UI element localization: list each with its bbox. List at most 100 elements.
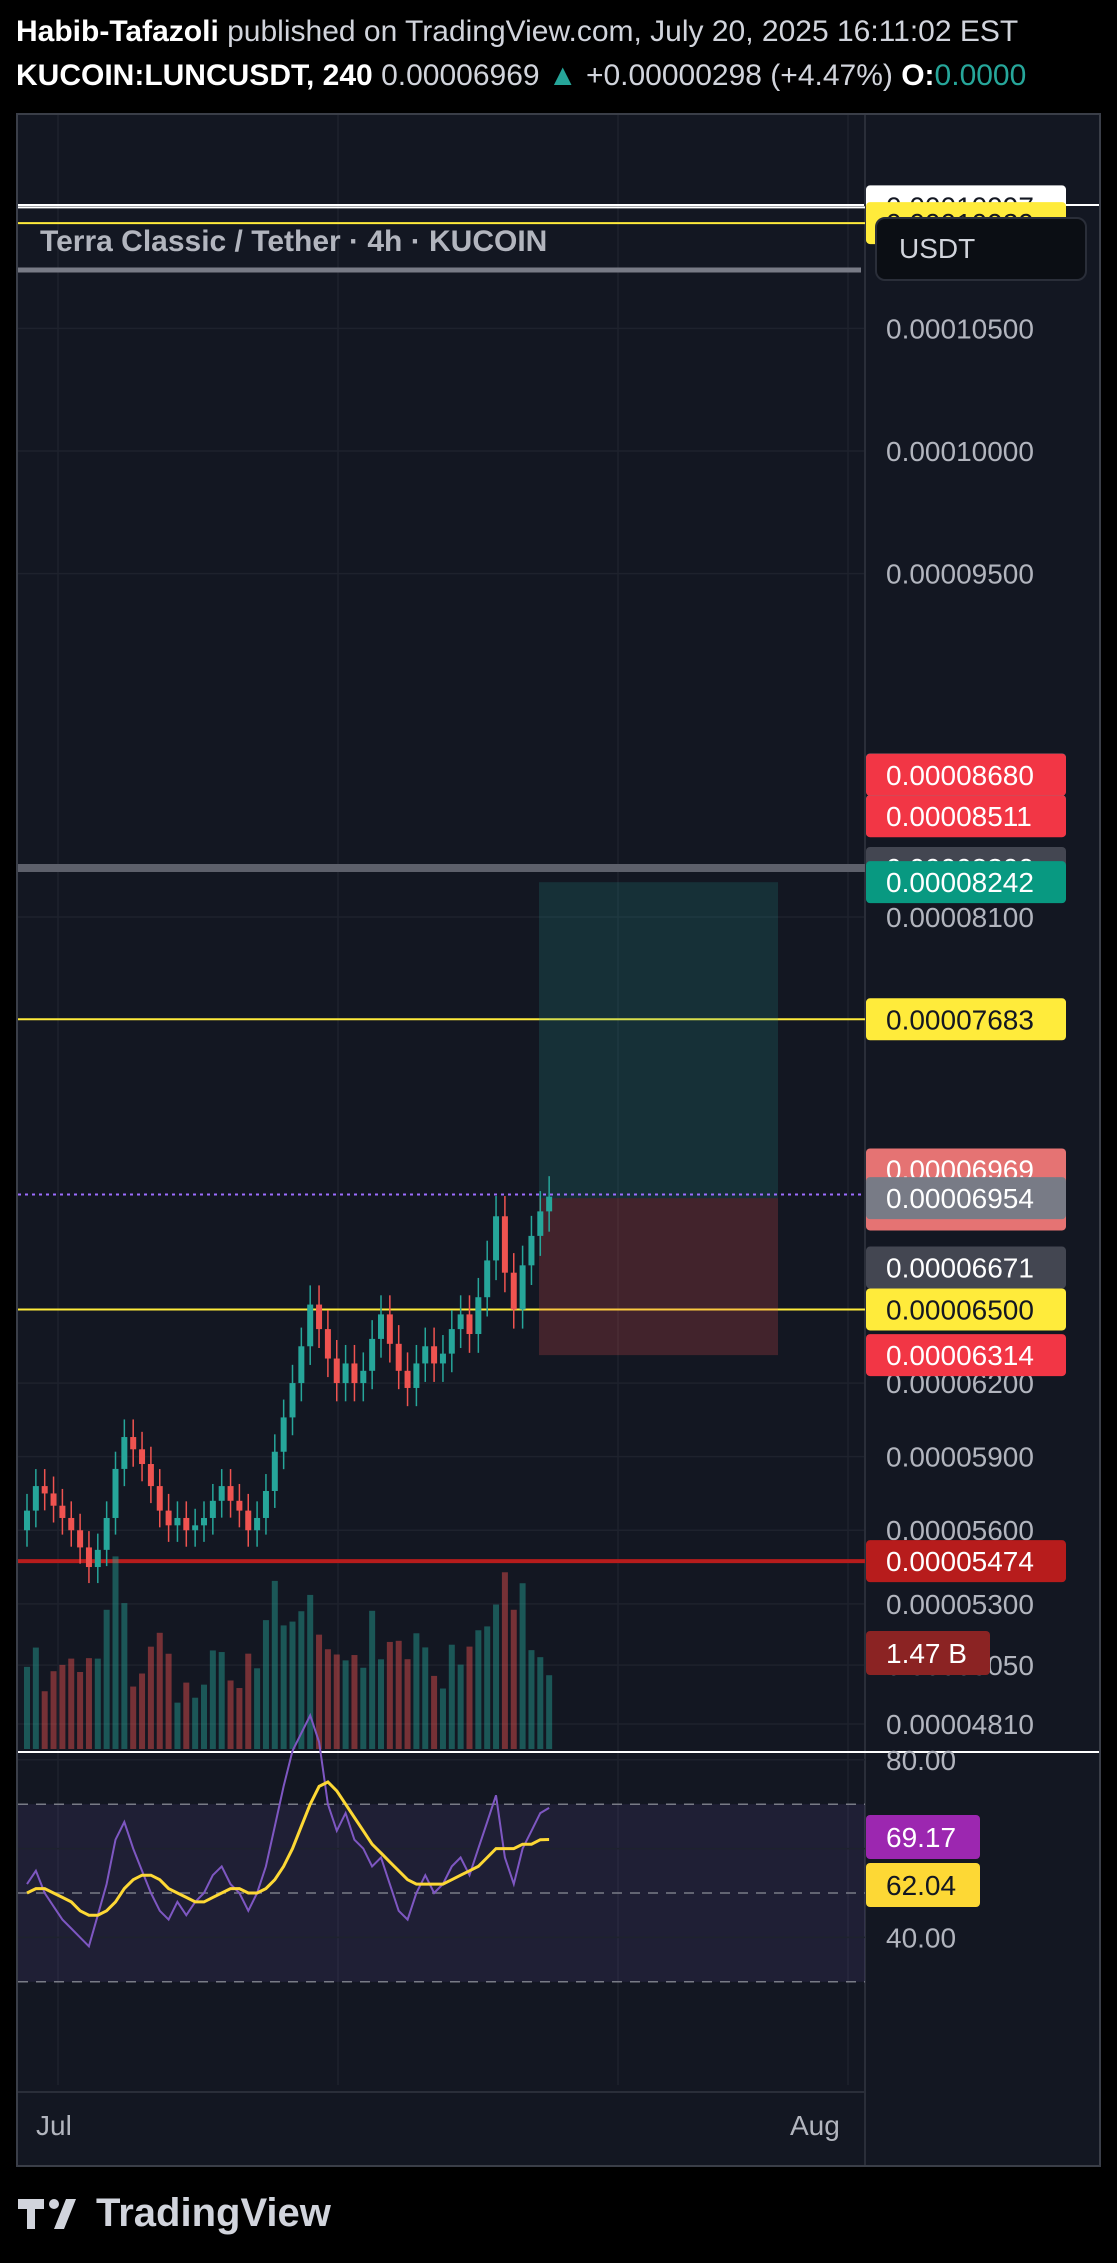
candle[interactable] [395, 1343, 402, 1371]
candle[interactable] [298, 1346, 305, 1384]
price-label-badge [866, 795, 1066, 838]
candle[interactable] [351, 1363, 358, 1384]
volume-bar [404, 1659, 411, 1749]
candle[interactable] [59, 1505, 66, 1518]
last-price: 0.00006969 [381, 59, 540, 92]
tradingview-logo-icon [18, 2199, 76, 2229]
position-target-zone[interactable] [539, 882, 778, 1199]
candle[interactable] [121, 1437, 128, 1469]
candle[interactable] [466, 1314, 473, 1335]
candle[interactable] [50, 1493, 57, 1506]
candle[interactable] [546, 1196, 553, 1212]
candle[interactable] [192, 1525, 199, 1531]
series-legend[interactable]: Terra Classic / Tether · 4h · KUCOIN [40, 225, 548, 258]
volume-bar [227, 1680, 234, 1749]
volume-bar [333, 1654, 340, 1749]
volume-bar [466, 1646, 473, 1749]
candle[interactable] [112, 1468, 119, 1518]
candle[interactable] [174, 1517, 181, 1526]
volume-bar [307, 1594, 314, 1749]
footer: TradingView [16, 2188, 331, 2238]
volume-bar [369, 1610, 376, 1749]
candle[interactable] [537, 1211, 544, 1236]
candle[interactable] [422, 1346, 429, 1364]
candle[interactable] [386, 1314, 393, 1344]
candle[interactable] [439, 1353, 446, 1364]
candle[interactable] [528, 1235, 535, 1266]
volume-bar [413, 1633, 420, 1749]
candle[interactable] [510, 1272, 517, 1310]
candle[interactable] [147, 1464, 154, 1487]
candle[interactable] [457, 1314, 464, 1330]
candle[interactable] [32, 1486, 39, 1511]
candle[interactable] [484, 1260, 491, 1298]
candle[interactable] [271, 1451, 278, 1491]
volume-bar [324, 1649, 331, 1749]
volume-bar [342, 1660, 349, 1749]
candle[interactable] [103, 1517, 110, 1550]
candle[interactable] [209, 1500, 216, 1518]
symbol-label[interactable]: KUCOIN:LUNCUSDT, 240 [16, 59, 373, 92]
volume-bar [32, 1647, 39, 1749]
candle[interactable] [254, 1517, 261, 1531]
candle[interactable] [493, 1216, 500, 1261]
volume-bar [50, 1671, 57, 1749]
candle[interactable] [501, 1216, 508, 1273]
candle[interactable] [130, 1437, 137, 1450]
symbol-line: KUCOIN:LUNCUSDT, 240 0.00006969 ▲ +0.000… [16, 54, 1106, 98]
candle[interactable] [280, 1417, 287, 1452]
volume-bar [395, 1640, 402, 1749]
volume-bar [165, 1653, 172, 1749]
price-tick-label: 0.00010500 [886, 313, 1034, 344]
volume-bar [510, 1609, 517, 1749]
candle[interactable] [431, 1346, 438, 1364]
candle[interactable] [139, 1449, 146, 1465]
price-label-badge [866, 998, 1066, 1041]
price-tick-label: 0.00005300 [886, 1589, 1034, 1620]
candle[interactable] [378, 1314, 384, 1339]
candle[interactable] [262, 1490, 269, 1518]
candle[interactable] [201, 1517, 207, 1526]
candle[interactable] [245, 1510, 252, 1531]
candle[interactable] [475, 1297, 482, 1335]
price-label-text: 0.00005474 [886, 1546, 1034, 1577]
candle[interactable] [519, 1265, 526, 1310]
candle[interactable] [448, 1329, 455, 1354]
candle[interactable] [307, 1304, 314, 1347]
candle[interactable] [404, 1370, 411, 1388]
candle[interactable] [289, 1383, 296, 1418]
candle[interactable] [165, 1510, 172, 1526]
candle[interactable] [77, 1530, 84, 1548]
candle[interactable] [342, 1363, 349, 1384]
volume-bar [289, 1621, 296, 1749]
chart-panel[interactable]: 0.00010500 0.00010000 0.00009500 0.00008100… [16, 113, 1101, 2167]
price-label-badge [866, 1288, 1066, 1331]
price-label-text: 0.00006954 [886, 1183, 1034, 1214]
chart-canvas[interactable]: 0.00010500 0.00010000 0.00009500 0.00008100… [18, 115, 1099, 2165]
chart-header: Habib-Tafazoli published on TradingView.… [16, 10, 1106, 98]
candle[interactable] [24, 1510, 30, 1531]
position-stop-zone[interactable] [539, 1198, 778, 1356]
candle[interactable] [360, 1370, 367, 1384]
candle[interactable] [85, 1547, 92, 1568]
time-tick-label: Aug [790, 2110, 840, 2141]
candle[interactable] [183, 1517, 190, 1531]
candle[interactable] [156, 1486, 163, 1511]
candle[interactable] [413, 1363, 420, 1388]
candle[interactable] [333, 1358, 340, 1384]
publish-info: published on TradingView.com, July 20, 2… [227, 15, 1019, 48]
candle[interactable] [316, 1304, 323, 1330]
candle[interactable] [236, 1500, 243, 1511]
candle[interactable] [41, 1486, 48, 1494]
volume-bar [192, 1697, 199, 1749]
author-name[interactable]: Habib-Tafazoli [16, 15, 219, 48]
candle[interactable] [227, 1486, 234, 1501]
candle[interactable] [369, 1338, 376, 1371]
candle[interactable] [324, 1329, 331, 1359]
currency-unit-button[interactable]: USDT [875, 217, 1087, 281]
candle[interactable] [68, 1517, 75, 1531]
candle[interactable] [218, 1486, 225, 1501]
volume-bar [262, 1620, 269, 1749]
candle[interactable] [94, 1549, 101, 1568]
volume-bar [245, 1653, 252, 1749]
